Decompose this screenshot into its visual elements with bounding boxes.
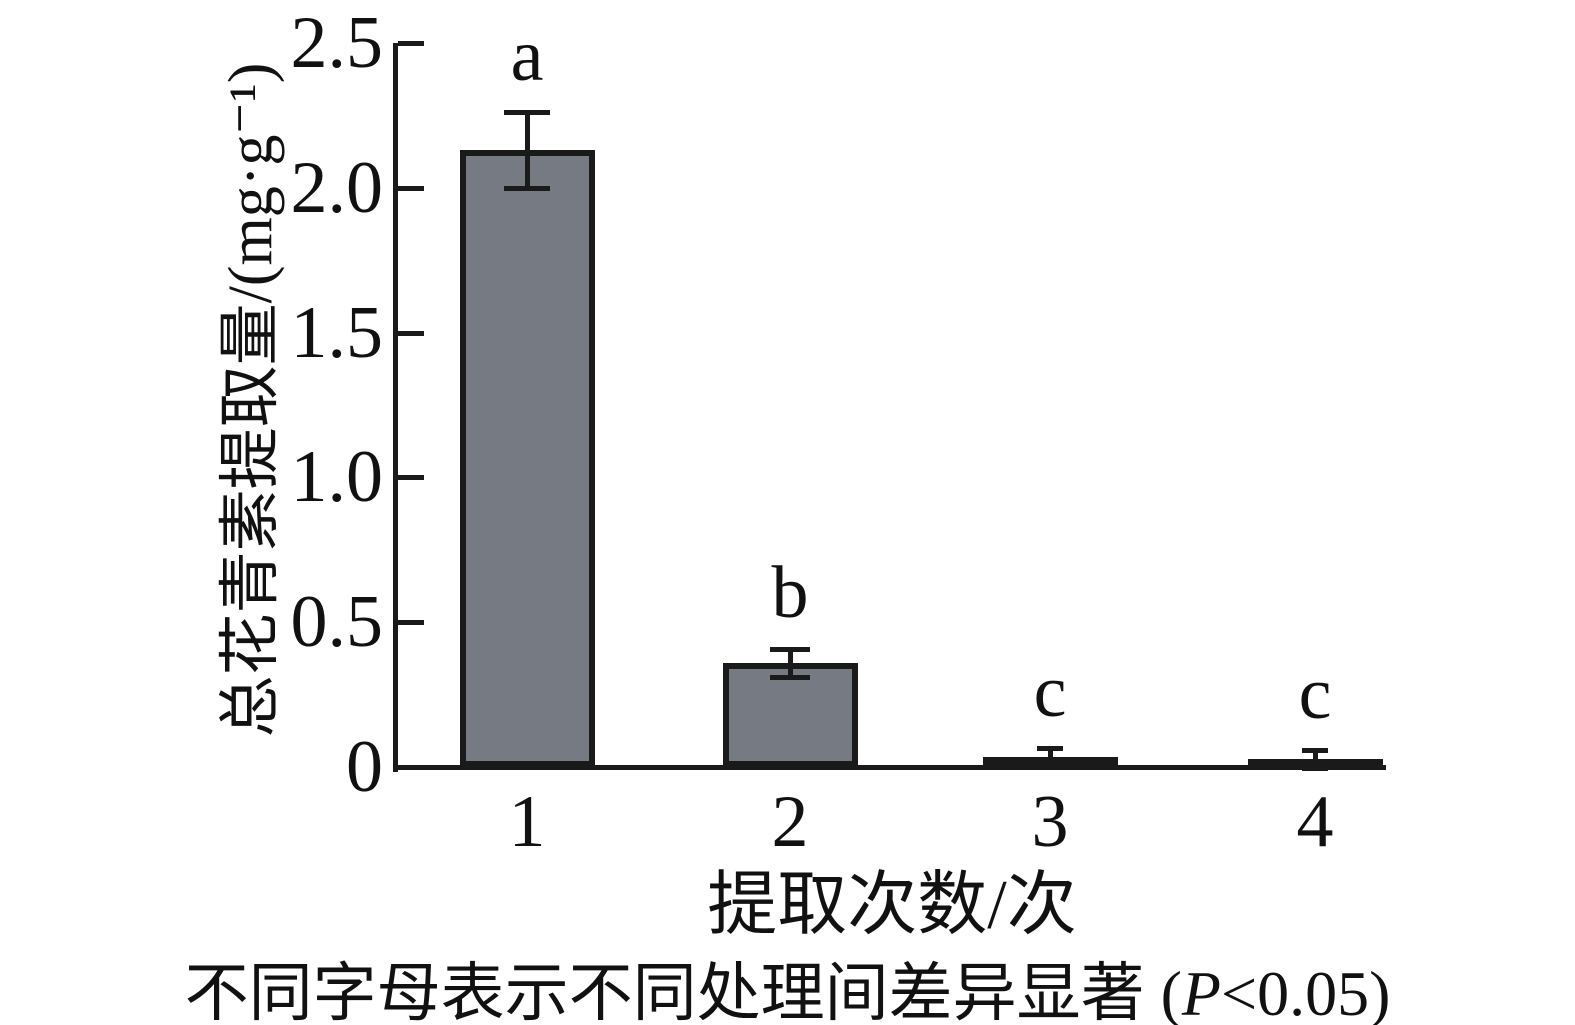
y-axis-line xyxy=(393,43,398,772)
x-tick-label: 3 xyxy=(1031,781,1069,863)
x-tick-label: 1 xyxy=(508,781,546,863)
y-tick-label: 1.5 xyxy=(290,291,384,374)
significance-letter-c: c xyxy=(1298,653,1332,735)
significance-letter-c: c xyxy=(1033,651,1067,733)
significance-letter-a: a xyxy=(510,15,544,97)
error-bar-line xyxy=(788,649,793,677)
error-bar-cap-top xyxy=(1037,746,1063,751)
error-bar-cap-top xyxy=(1302,748,1328,753)
error-bar-line xyxy=(1313,750,1318,768)
x-tick-label: 2 xyxy=(771,781,809,863)
significance-letter-b: b xyxy=(771,552,809,634)
error-bar-cap-bottom xyxy=(1037,764,1063,769)
error-bar-cap-top xyxy=(770,647,810,652)
error-bar-cap-bottom xyxy=(770,675,810,680)
y-tick-label: 2.5 xyxy=(290,2,384,84)
caption-text-suffix: <0.05) xyxy=(1221,958,1391,1025)
y-axis-tick xyxy=(398,185,424,191)
error-bar-cap-top xyxy=(504,110,550,115)
y-axis-tick xyxy=(398,620,424,626)
caption-p-symbol: P xyxy=(1181,958,1221,1025)
y-tick-label: 0.5 xyxy=(290,581,384,664)
error-bar-cap-bottom xyxy=(1302,766,1328,771)
figure-caption: 不同字母表示不同处理间差异显著 (P<0.05) xyxy=(0,942,1575,1025)
error-bar-cap-bottom xyxy=(504,186,550,191)
y-axis-tick xyxy=(398,475,424,481)
error-bar-line xyxy=(525,112,530,188)
caption-text-prefix: 不同字母表示不同处理间差异显著 ( xyxy=(184,958,1182,1025)
y-tick-label: 0 xyxy=(346,726,383,808)
y-axis-tick xyxy=(398,41,424,46)
x-tick-label: 4 xyxy=(1296,781,1334,863)
x-axis-title: 提取次数/次 xyxy=(707,867,1077,944)
x-axis-line xyxy=(393,765,1386,770)
error-bar-line xyxy=(1048,748,1053,766)
y-axis-tick xyxy=(398,330,424,336)
y-tick-label: 1.0 xyxy=(290,436,384,519)
y-tick-label: 2.0 xyxy=(290,146,384,229)
bar-category-1 xyxy=(459,150,595,767)
